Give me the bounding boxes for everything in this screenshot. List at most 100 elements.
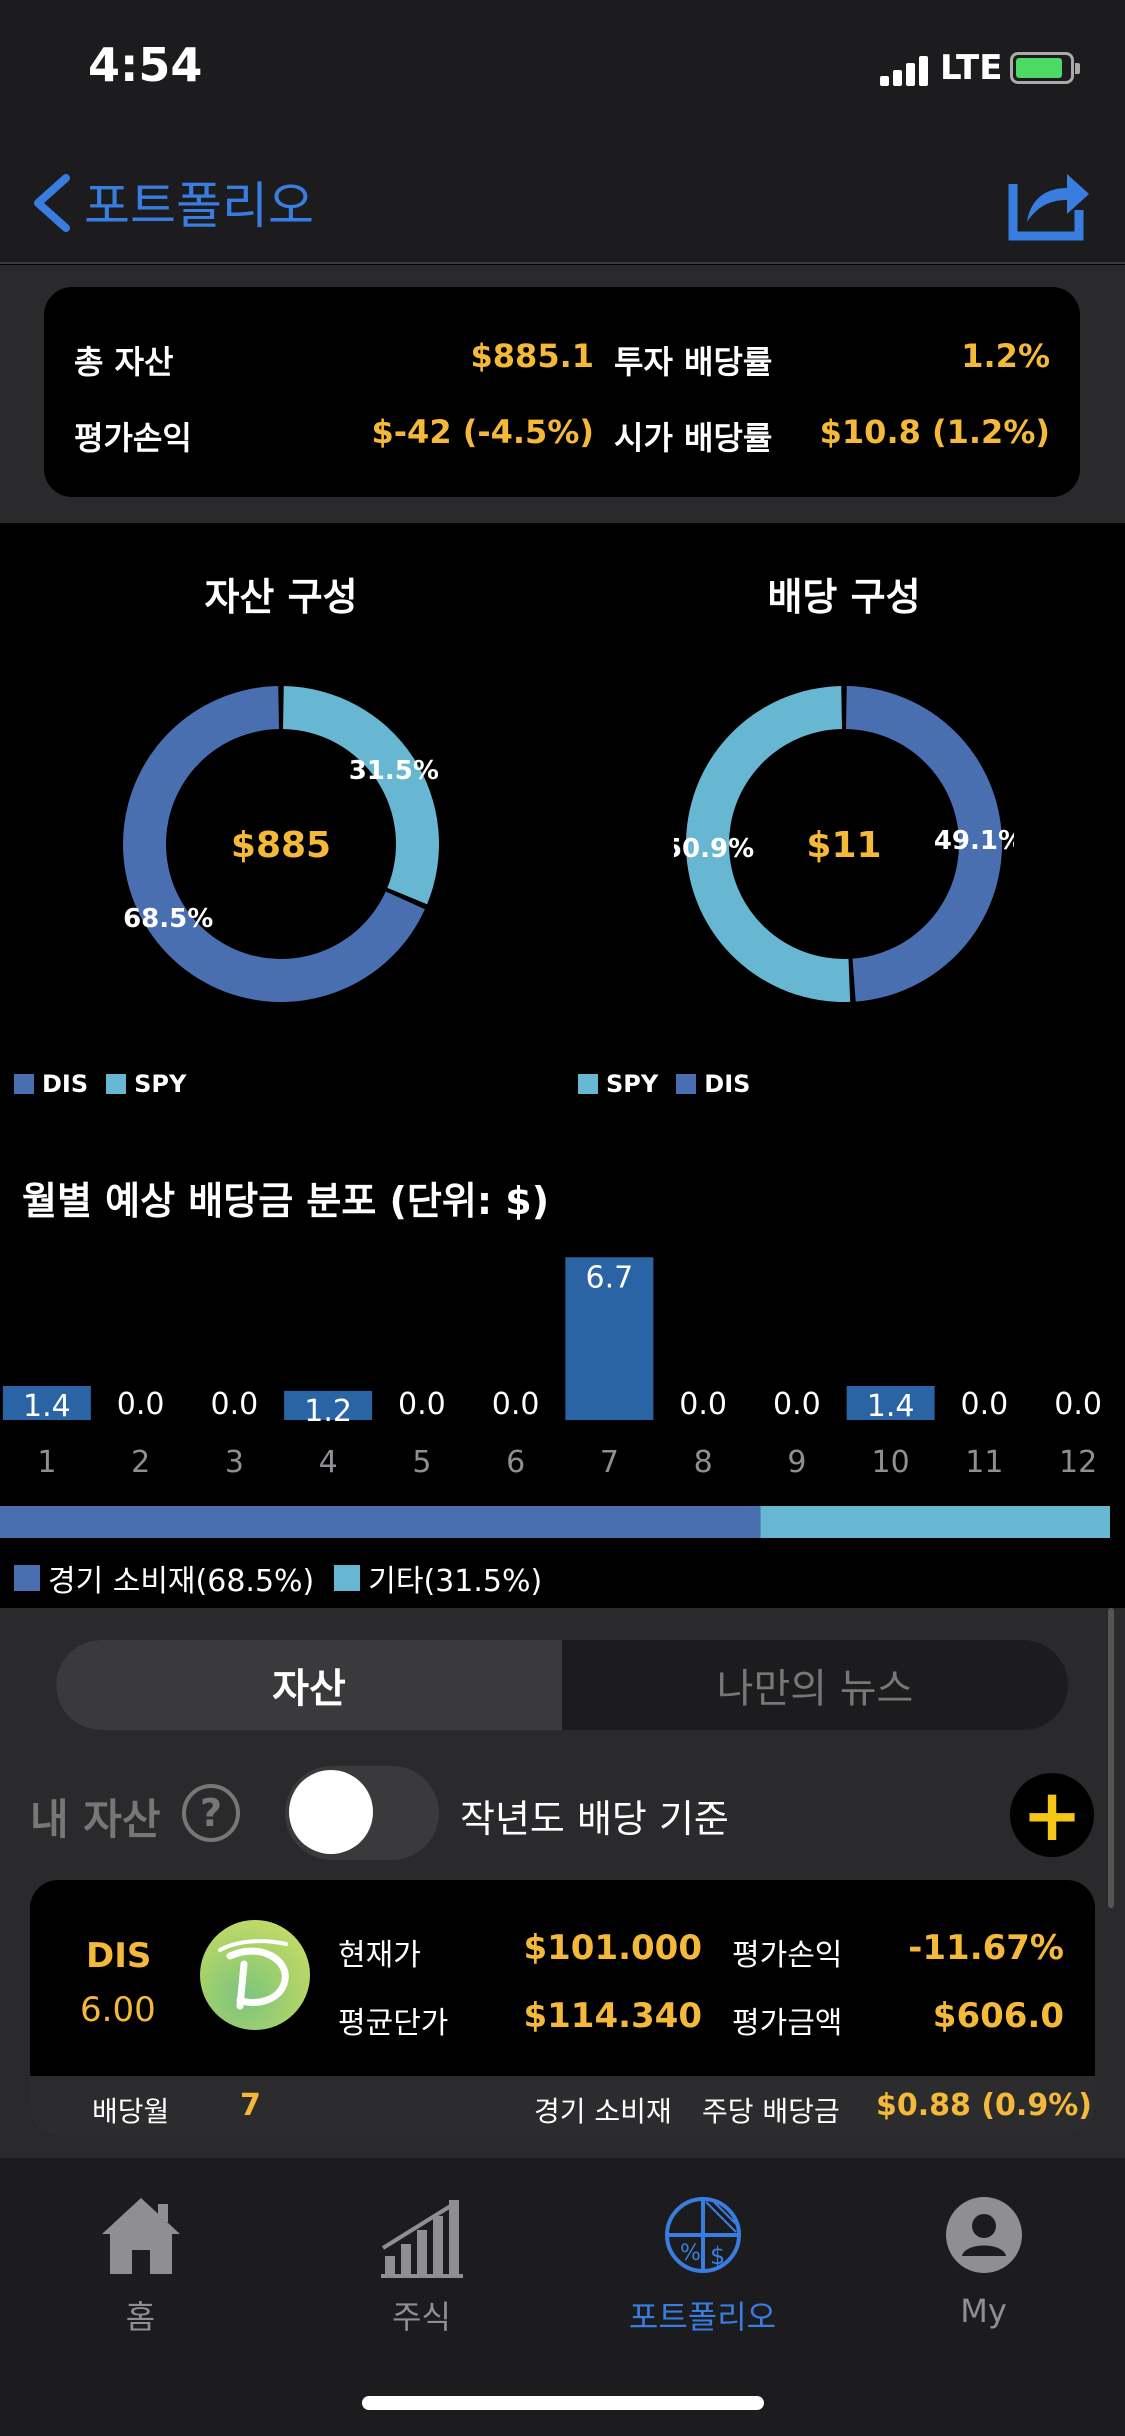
dps-label: 주당 배당금 (702, 2095, 840, 2128)
summary-section: 총 자산 $885.1 투자 배당률 1.2% 평가손익 $-42 (-4.5%… (0, 265, 1125, 523)
navigation-bar: 포트폴리오 (0, 140, 1125, 264)
svg-text:$: $ (710, 2242, 725, 2270)
donut-slice-label: 50.9% (674, 834, 754, 864)
tab-assets[interactable]: 자산 (56, 1640, 562, 1730)
bar-value-label: 0.0 (211, 1387, 259, 1422)
segmented-control: 자산 나만의 뉴스 (56, 1640, 1068, 1730)
x-tick-label: 7 (600, 1445, 619, 1480)
dps-value: $0.88 (0.9%) (876, 2088, 1092, 2123)
total-assets-value: $885.1 (470, 337, 594, 375)
legend-swatch-spy (578, 1074, 598, 1094)
user-icon (945, 2197, 1022, 2273)
x-tick-label: 12 (1059, 1445, 1097, 1480)
market-yield-value: $10.8 (1.2%) (819, 413, 1050, 451)
x-tick-label: 3 (225, 1445, 244, 1480)
monthly-dividend-title: 월별 예상 배당금 분포 (단위: $) (22, 1179, 550, 1223)
battery-icon (1010, 52, 1080, 84)
pnl-label: 평가손익 (74, 419, 192, 457)
market-value-value: $606.0 (932, 1996, 1064, 2036)
back-button-title[interactable]: 포트폴리오 (84, 177, 314, 235)
dividend-chart-legend: SPY DIS (578, 1070, 750, 1098)
bar-month-10[interactable] (846, 1386, 935, 1420)
home-icon (101, 2198, 180, 2274)
add-holding-button[interactable]: + (1010, 1773, 1094, 1857)
x-tick-label: 8 (694, 1445, 713, 1480)
toggle-label: 작년도 배당 기준 (460, 1797, 729, 1841)
status-bar: 4:54 LTE (0, 0, 1125, 140)
share-icon[interactable] (1005, 160, 1093, 242)
status-time: 4:54 (88, 38, 203, 92)
legend-label: DIS (42, 1070, 89, 1098)
tab-my[interactable]: My (843, 2158, 1124, 2358)
help-icon[interactable]: ? (182, 1784, 240, 1842)
scrollbar[interactable] (1108, 1608, 1114, 1908)
x-tick-label: 10 (872, 1445, 910, 1480)
holding-card[interactable]: DIS 6.00 현재가 $101.000 평가손익 -11.67% 평균단가 … (30, 1880, 1095, 2136)
tab-portfolio[interactable]: % $ 포트폴리오 (562, 2158, 843, 2358)
network-label: LTE (940, 48, 1003, 88)
bar-value-label: 0.0 (117, 1387, 165, 1422)
dividend-donut-chart[interactable]: 49.1% 50.9% $11 (674, 674, 1014, 1014)
bar-value-label: 1.4 (23, 1389, 71, 1424)
legend-label: SPY (606, 1070, 659, 1098)
donut-slice-label: 68.5% (123, 904, 213, 934)
back-chevron-icon[interactable] (28, 172, 76, 234)
sector-label: 경기 소비재 (534, 2095, 672, 2128)
tab-label: 주식 (392, 2298, 451, 2336)
x-tick-label: 5 (412, 1445, 431, 1480)
x-tick-label: 9 (787, 1445, 806, 1480)
bar-value-label: 0.0 (773, 1387, 821, 1422)
bar-value-label: 0.0 (679, 1387, 727, 1422)
price-value: $101.000 (523, 1928, 702, 1968)
legend-label: SPY (134, 1070, 187, 1098)
tab-label: My (960, 2292, 1007, 2330)
legend-swatch-dis (14, 1074, 34, 1094)
legend-label: DIS (704, 1070, 751, 1098)
sector-legend: 경기 소비재(68.5%) 기타(31.5%) (14, 1556, 542, 1600)
holding-card-footer: 배당월 7 경기 소비재 주당 배당금 $0.88 (0.9%) (30, 2076, 1095, 2136)
market-value-label: 평가금액 (732, 2006, 843, 2041)
donut-slice-dis[interactable] (846, 686, 1003, 1002)
dividend-chart-title: 배당 구성 (767, 575, 921, 619)
bar-month-1[interactable] (2, 1386, 91, 1420)
asset-donut-chart[interactable]: 31.5% 68.5% $885 (111, 674, 451, 1014)
sector-legend-label: 경기 소비재(68.5%) (48, 1564, 315, 1599)
tab-my-news[interactable]: 나만의 뉴스 (716, 1666, 914, 1712)
legend-swatch-dis (676, 1074, 697, 1094)
monthly-dividend-bar-chart[interactable]: 1.4 1 0.0 2 0.0 3 1.2 4 0.0 5 0.0 6 6.7 7 0.0 8 0.0 9 1.4 1… (0, 1230, 1125, 1500)
bar-month-4[interactable] (284, 1390, 373, 1420)
my-assets-label: 내 자산 (30, 1795, 161, 1844)
bar-value-label: 0.0 (1054, 1387, 1102, 1422)
bar-month-7[interactable] (565, 1257, 654, 1420)
donut-slice-label: 49.1% (934, 826, 1014, 856)
bar-value-label: 1.2 (304, 1394, 352, 1429)
donut-slice-spy[interactable] (685, 686, 851, 1002)
asset-chart-title: 자산 구성 (204, 575, 358, 619)
sector-segment-0 (0, 1506, 761, 1538)
sector-stacked-bar (0, 1506, 1110, 1538)
x-tick-label: 11 (965, 1445, 1003, 1480)
chart-icon (380, 2200, 463, 2278)
tab-label: 홈 (125, 2298, 156, 2336)
assets-section: 자산 나만의 뉴스 내 자산 ? 작년도 배당 기준 + DIS 6.00 현재… (0, 1608, 1125, 2156)
sector-segment-1 (760, 1506, 1110, 1538)
pnl-value: -11.67% (908, 1928, 1064, 1968)
bar-value-label: 6.7 (586, 1260, 634, 1295)
x-tick-label: 6 (506, 1445, 525, 1480)
tab-home[interactable]: 홈 (0, 2158, 281, 2358)
price-label: 현재가 (338, 1938, 421, 1973)
bar-value-label: 0.0 (492, 1387, 540, 1422)
donut-slice-label: 31.5% (349, 756, 439, 786)
summary-card: 총 자산 $885.1 투자 배당률 1.2% 평가손익 $-42 (-4.5%… (44, 287, 1080, 497)
bar-value-label: 0.0 (961, 1387, 1009, 1422)
holding-quantity: 6.00 (80, 1990, 156, 2030)
sector-legend-label: 기타(31.5%) (368, 1564, 543, 1599)
bar-value-label: 1.4 (867, 1389, 915, 1424)
home-indicator (362, 2396, 764, 2410)
last-year-dividend-toggle[interactable] (285, 1766, 439, 1860)
donut-slice-spy[interactable] (283, 686, 440, 905)
invest-yield-value: 1.2% (961, 337, 1050, 375)
pnl-label: 평가손익 (732, 1938, 843, 1973)
tab-stocks[interactable]: 주식 (281, 2158, 562, 2358)
dividend-month-value: 7 (240, 2088, 261, 2123)
